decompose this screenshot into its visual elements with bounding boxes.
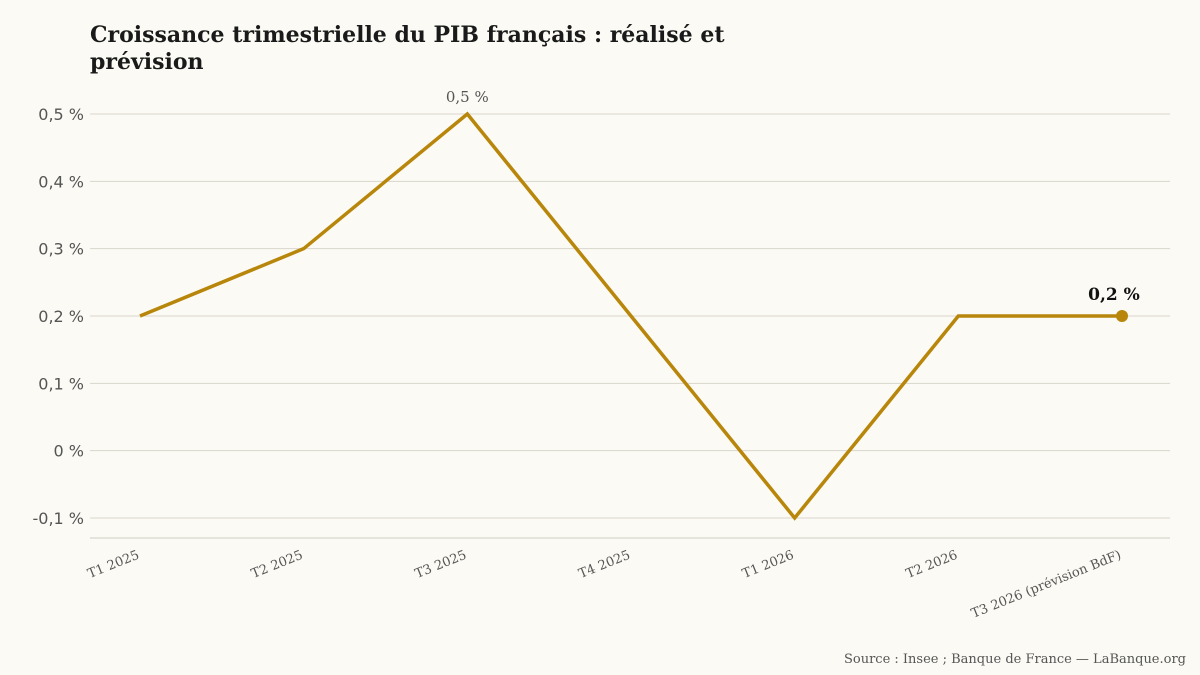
source-note: Source : Insee ; Banque de France — LaBa… bbox=[843, 652, 1186, 667]
x-tick-label: T3 2025 bbox=[413, 548, 469, 582]
y-tick-label: -0,1 % bbox=[32, 509, 84, 528]
x-tick-label: T1 2025 bbox=[86, 548, 142, 582]
peak-annotation: 0,5 % bbox=[446, 88, 489, 106]
last-value-annotation: 0,2 % bbox=[1088, 285, 1140, 305]
last-point-marker bbox=[1116, 310, 1128, 322]
y-tick-label: 0,3 % bbox=[38, 240, 84, 259]
series-line bbox=[139, 111, 1122, 521]
y-tick-label: 0 % bbox=[54, 442, 84, 461]
x-tick-label: T4 2025 bbox=[577, 548, 633, 582]
y-tick-label: 0,2 % bbox=[38, 307, 84, 326]
y-tick-label: 0,1 % bbox=[38, 374, 84, 393]
x-tick-label: T3 2026 (prévision BdF) bbox=[969, 548, 1123, 622]
x-tick-label: T1 2026 bbox=[740, 548, 796, 582]
x-tick-label: T2 2025 bbox=[249, 548, 305, 582]
chart-title: Croissance trimestrielle du PIB français… bbox=[90, 22, 725, 75]
x-axis-ticks: T1 2025 T2 2025 T3 2025 T4 2025 T1 2026 T2 20… bbox=[86, 548, 1124, 622]
series-layer bbox=[139, 111, 1128, 521]
annotations: 0,5 % 0,2 % bbox=[446, 88, 1140, 305]
y-tick-label: 0,5 % bbox=[38, 105, 84, 124]
y-tick-label: 0,4 % bbox=[38, 172, 84, 191]
y-axis-ticks: -0,1 % 0 % 0,1 % 0,2 % 0,3 % 0,4 % 0,5 % bbox=[32, 105, 84, 528]
x-tick-label: T2 2026 bbox=[904, 548, 960, 582]
